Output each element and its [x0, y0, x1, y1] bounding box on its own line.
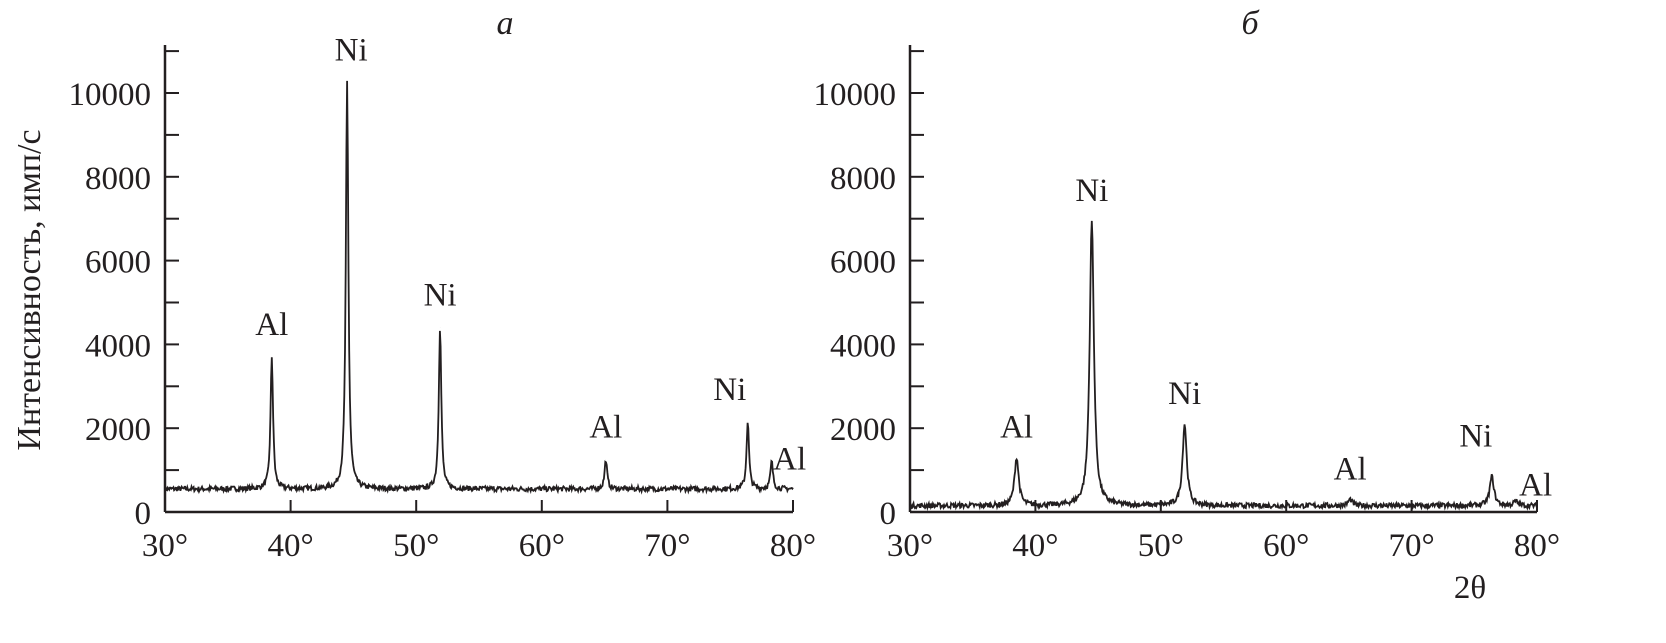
x-tick-label: 30°: [142, 528, 188, 564]
diffraction-curve: [909, 220, 1538, 512]
y-tick-label: 8000: [830, 161, 896, 197]
x-tick-label: 50°: [1138, 528, 1184, 564]
x-tick-label: 80°: [1514, 528, 1560, 564]
y-tick-label: 0: [135, 496, 152, 532]
y-tick-label: 4000: [830, 328, 896, 364]
x-tick-label: 50°: [393, 528, 439, 564]
y-tick-label: 6000: [830, 245, 896, 281]
peak-label-al: Al: [255, 307, 288, 343]
y-tick-label: 4000: [85, 328, 151, 364]
peak-label-ni: Ni: [1459, 418, 1492, 454]
peak-label-ni: Ni: [424, 278, 457, 314]
x-tick-label: 70°: [1388, 528, 1434, 564]
peak-label-al: Al: [589, 410, 622, 446]
y-tick-label: 0: [880, 496, 897, 532]
peak-label-al: Al: [1334, 451, 1367, 487]
peak-label-ni: Ni: [713, 372, 746, 408]
x-tick-label: 70°: [644, 528, 690, 564]
peak-label-ni: Ni: [1075, 173, 1108, 209]
x-axis-label: 2θ: [1454, 570, 1486, 606]
peak-label-ni: Ni: [335, 33, 368, 69]
y-tick-label: 8000: [85, 161, 151, 197]
y-tick-label: 10000: [69, 77, 152, 113]
peak-label-ni: Ni: [1168, 376, 1201, 412]
x-tick-label: 60°: [519, 528, 565, 564]
panel-b: 0 2000 4000 6000 8000 10000 30° 40° 50° 60° 70° 80°…: [814, 5, 1561, 606]
x-tick-label: 60°: [1263, 528, 1309, 564]
y-tick-label: 6000: [85, 245, 151, 281]
panel-label: а: [497, 5, 514, 42]
y-tick-label: 10000: [814, 77, 897, 113]
x-tick-label: 30°: [887, 528, 933, 564]
x-tick-label: 80°: [770, 528, 816, 564]
y-axis-label: Интенсивность, имп/с: [11, 129, 48, 450]
y-tick-label: 2000: [85, 412, 151, 448]
peak-label-al: Al: [1000, 410, 1033, 446]
peak-label-al: Al: [1519, 468, 1552, 504]
panel-label: б: [1241, 5, 1260, 42]
diffraction-curve: [164, 80, 794, 495]
x-tick-label: 40°: [267, 528, 313, 564]
y-tick-label: 2000: [830, 412, 896, 448]
peak-label-al: Al: [773, 442, 806, 478]
x-tick-label: 40°: [1012, 528, 1058, 564]
panel-a: 0 2000 4000 6000 8000 10000 30° 40° 50° 60° 70° 80°…: [11, 5, 816, 564]
